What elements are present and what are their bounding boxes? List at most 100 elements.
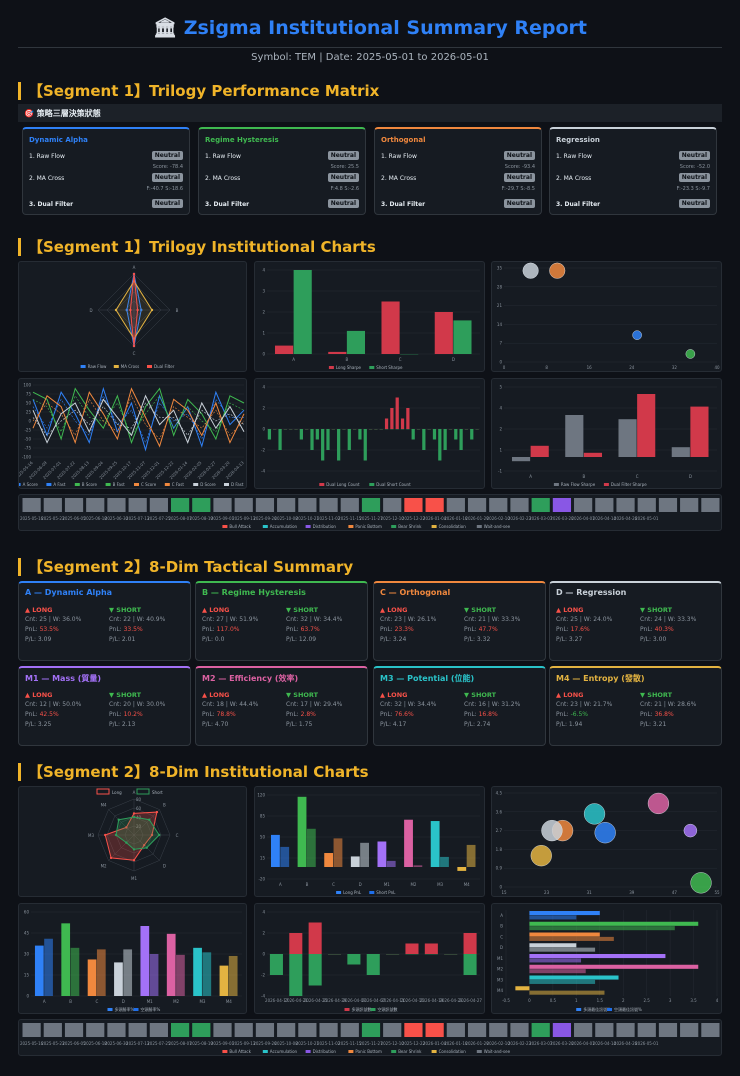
radar-axis-label: B [163,803,166,808]
trilogy-row: 3. Dual Filter Neutral [29,199,183,209]
radar-spoke [108,834,135,861]
tactical-card: M2 — Efficiency (效率) ▲ LONG Cnt: 18 | W: 4… [195,666,368,746]
heat-cell [701,1023,720,1037]
hbar [529,911,600,916]
bar [123,949,133,996]
long-pnl: PnL: 53.5% [25,626,59,633]
legend-label: 空頭勝率% [141,1006,161,1012]
axis-tick-label: 2025-09-01 [211,516,235,521]
axis-tick-label: 3 [262,289,265,294]
scatter-point [530,845,552,867]
trilogy-row-label: 2. MA Cross [381,175,417,182]
heat-cell [128,1023,147,1037]
trilogy-row: 2. MA Cross Neutral [556,173,710,183]
trilogy-scatter-panel: 0 0 7 8 14 16 21 24 28 32 35 40 [491,261,722,372]
trilogy-card: Regime Hysteresis 1. Raw Flow Neutral 2. MA… [198,127,366,215]
axis-tick-label: 2026-04-01 [571,1041,595,1046]
axis-tick-label: 2025-09-26 [253,516,277,521]
short-stats: ▼ SHORT Cnt: 21 | W: 28.6% PnL: 36.8% P/L: … [640,690,718,730]
legend-swatch [431,525,437,528]
axis-tick-label: 2 [262,310,265,315]
axis-tick-label: D [689,474,692,479]
axis-tick-label: M2 [497,967,503,972]
heat-cell [680,498,699,512]
long-count: Cnt: 12 | W: 50.0% [25,701,82,708]
legend-swatch [348,1050,354,1053]
legend-swatch [603,483,609,486]
trilogy-row: 1. Raw Flow Neutral [381,151,535,161]
winrate-bar-panel: 0 15 30 45 60 A B C D M1 M2 M3 M4 多頭勝率% 空頭勝率% [18,903,247,1014]
axis-tick-label: 2025-12-22 [402,516,426,521]
heat-cell [404,1023,423,1037]
radar-point [158,833,161,837]
axis-tick-label: 4 [716,998,719,1003]
long-pnl: PnL: 78.8% [202,711,236,718]
axis-tick-label: 2026-04-01 [571,516,595,521]
long-heading: ▲ LONG [25,606,53,614]
heat-cell [340,1023,359,1037]
hbar [529,936,614,941]
bar [406,408,410,429]
axis-tick-label: 3.6 [496,809,503,814]
legend-label: Dual Filter Sharpe [611,482,647,487]
long-pf: P/L: 3.27 [556,636,583,643]
radar-point [109,856,113,860]
bar [404,819,413,867]
legend-label: Raw Flow Sharpe [561,482,596,487]
legend-swatch [46,483,52,486]
heat-cell [404,498,423,512]
tactical-card-title: A — Dynamic Alpha [25,588,113,597]
bank-icon: 🏛 [152,17,178,39]
heat-cell [680,1023,699,1037]
axis-tick-label: 4 [262,910,265,915]
heat-cell [361,1023,381,1037]
axis-tick-label: 2026-05-01 [635,516,659,521]
axis-tick-label: 15 [260,856,266,861]
bar [202,952,212,996]
axis-tick-label: 2026-04-25 [304,998,328,1003]
short-pnl: PnL: 40.3% [640,626,674,633]
trilogy-card-title: Dynamic Alpha [29,136,88,144]
axis-tick-label: 8 [545,365,548,370]
axis-tick-label: C [500,934,503,939]
radar-ring-label: 60 [136,806,142,811]
axis-tick-label: 0.5 [550,998,557,1003]
axis-tick-label: -100 [22,455,32,460]
axis-tick-label: -2 [261,973,265,978]
axis-tick-label: 15 [24,973,30,978]
hbar [529,943,577,948]
axis-tick-label: M3 [497,977,503,982]
axis-tick-label: 2025-06-30 [105,1041,129,1046]
bar [459,429,463,450]
heat-cell [510,498,529,512]
legend-label: D Fast [231,482,244,487]
axis-tick-label: 2026-04-26 [614,1041,638,1046]
long-pf: P/L: 4.70 [202,721,229,728]
bar [443,429,447,450]
tactical-card: C — Orthogonal ▲ LONG Cnt: 23 | W: 26.1% Pn… [373,581,546,661]
axis-tick-label: 4 [262,268,265,273]
tactical-card: A — Dynamic Alpha ▲ LONG Cnt: 25 | W: 36.0… [18,581,191,661]
legend-swatch [222,1050,228,1053]
radar-point [132,815,136,819]
axis-tick-label: 2025-05-16 [20,1041,44,1046]
axis-tick-label: 2.5 [643,998,650,1003]
axis-tick-label: 2026-02-10 [487,516,511,521]
legend-label: Bull Attack [229,1049,251,1054]
axis-tick-label: 2025-08-19 [190,516,214,521]
section-trilogy-matrix: 【Segment 1】Trilogy Performance Matrix [18,82,379,100]
title-divider [18,47,722,48]
axis-tick-label: 1 [575,998,578,1003]
bar [511,457,531,462]
short-pf: P/L: 12.09 [286,636,317,643]
bar [44,938,53,996]
bar [381,301,400,354]
bar [326,429,330,450]
heat-cell [425,1023,444,1037]
axis-tick-label: 2 [622,998,625,1003]
heat-cell [361,498,381,512]
axis-tick-label: 2025-05-23 [41,516,65,521]
heat-cell [595,498,614,512]
legend-label: Raw Flow [88,364,108,369]
axis-tick-label: M2 [173,999,179,1004]
